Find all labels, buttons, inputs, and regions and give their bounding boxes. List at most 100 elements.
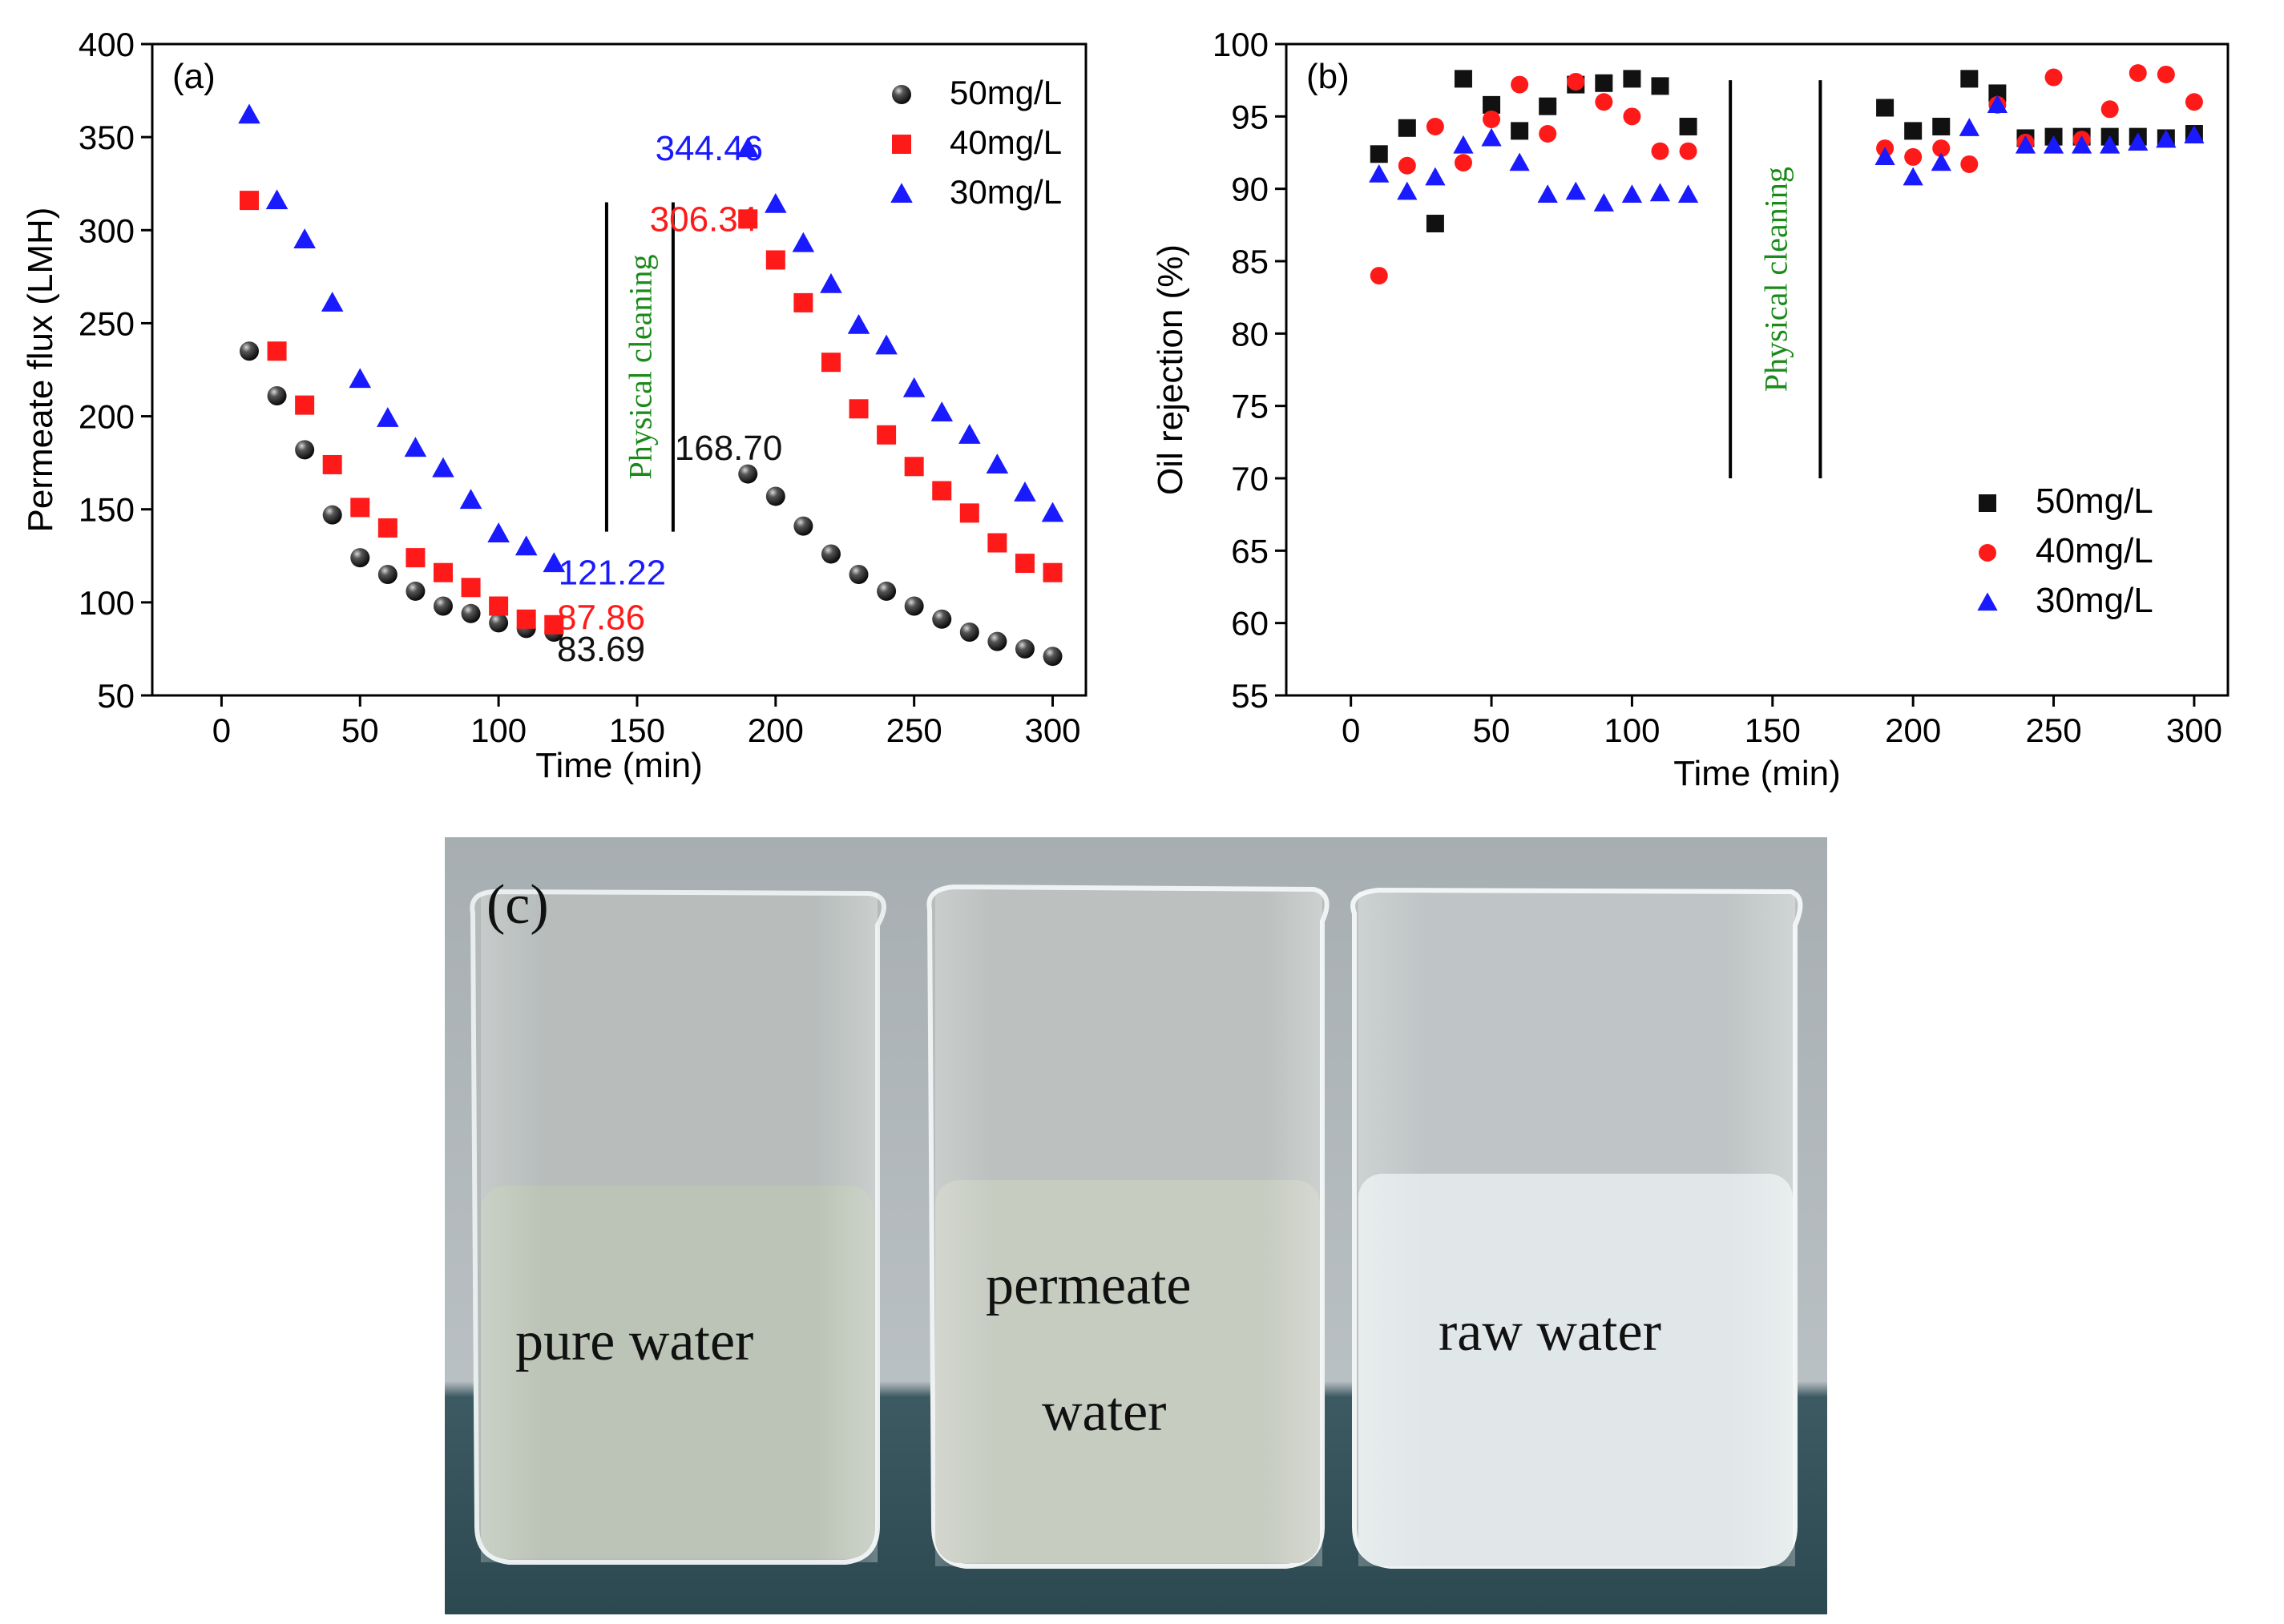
y-tick-label: 200 bbox=[79, 398, 135, 436]
y-tick-label: 70 bbox=[1231, 460, 1269, 498]
data-point bbox=[1595, 74, 1613, 92]
data-point bbox=[932, 609, 952, 629]
data-point bbox=[892, 85, 911, 104]
data-point bbox=[792, 232, 815, 252]
data-point bbox=[1651, 77, 1669, 95]
data-point bbox=[793, 516, 813, 536]
data-point bbox=[1370, 145, 1388, 163]
beaker-photo-drawing bbox=[445, 837, 1827, 1614]
y-axis-label: Oil rejection (%) bbox=[1151, 244, 1190, 495]
data-point bbox=[295, 395, 315, 415]
data-point bbox=[239, 191, 259, 211]
data-point bbox=[987, 533, 1007, 553]
x-tick-label: 0 bbox=[1342, 711, 1360, 749]
data-point bbox=[377, 518, 397, 538]
data-point bbox=[959, 623, 979, 643]
panel-label: (a) bbox=[172, 57, 216, 96]
data-point bbox=[959, 503, 979, 523]
x-tick-label: 250 bbox=[886, 711, 942, 749]
series-40mg/L bbox=[239, 191, 1063, 635]
data-point bbox=[1426, 117, 1444, 135]
data-point bbox=[2043, 135, 2064, 154]
panel-label: (b) bbox=[1306, 57, 1350, 96]
data-point bbox=[820, 272, 842, 293]
data-point bbox=[1932, 117, 1951, 135]
data-point bbox=[877, 581, 897, 601]
beaker-photo: (c) pure water permeate water raw water bbox=[445, 837, 1827, 1614]
data-point bbox=[1015, 639, 1035, 659]
data-point bbox=[516, 609, 536, 629]
data-point bbox=[1565, 181, 1586, 200]
legend: 50mg/L 40mg/L 30mg/L bbox=[890, 74, 1062, 211]
data-point bbox=[2156, 129, 2177, 148]
data-point bbox=[2157, 65, 2175, 83]
data-point bbox=[1014, 482, 1036, 502]
beaker-glare bbox=[481, 893, 878, 1562]
data-point bbox=[847, 313, 870, 334]
data-point bbox=[265, 189, 289, 210]
data-point bbox=[1481, 127, 1502, 147]
data-point bbox=[1649, 183, 1671, 202]
y-tick-label: 350 bbox=[79, 119, 135, 156]
legend-label: 40mg/L bbox=[950, 123, 1062, 161]
x-tick-label: 250 bbox=[2025, 711, 2081, 749]
data-point bbox=[1679, 117, 1697, 135]
data-point bbox=[295, 440, 315, 460]
data-point bbox=[2184, 125, 2205, 143]
data-point bbox=[1041, 502, 1064, 522]
data-point bbox=[904, 596, 924, 616]
y-tick-label: 65 bbox=[1231, 532, 1269, 570]
data-point bbox=[892, 135, 911, 154]
legend-label: 30mg/L bbox=[950, 173, 1062, 211]
data-point bbox=[350, 498, 370, 518]
data-point bbox=[2100, 100, 2119, 119]
x-tick-label: 50 bbox=[1473, 711, 1511, 749]
legend-label: 30mg/L bbox=[2036, 581, 2153, 620]
data-point bbox=[377, 407, 399, 427]
label-pure-water: pure water bbox=[515, 1311, 754, 1372]
x-tick-label: 100 bbox=[1604, 711, 1660, 749]
data-point bbox=[543, 552, 566, 573]
data-point bbox=[1509, 152, 1530, 171]
x-tick-label: 300 bbox=[2166, 711, 2222, 749]
data-point bbox=[2015, 135, 2036, 154]
data-point bbox=[433, 596, 453, 616]
beaker-permeate-water bbox=[926, 884, 1330, 1569]
data-point bbox=[904, 457, 924, 477]
data-point bbox=[1677, 184, 1699, 204]
data-point bbox=[238, 103, 260, 124]
data-point bbox=[1987, 95, 2008, 113]
data-point bbox=[404, 437, 427, 457]
y-tick-label: 95 bbox=[1231, 98, 1269, 135]
x-axis-label: Time (min) bbox=[1673, 754, 1841, 793]
data-point bbox=[544, 615, 564, 635]
data-point bbox=[1960, 155, 1979, 173]
data-point bbox=[821, 544, 841, 564]
data-point bbox=[2100, 135, 2121, 154]
data-point bbox=[1931, 152, 1951, 171]
data-point bbox=[930, 401, 954, 421]
label-permeate-line2: water bbox=[1042, 1381, 1167, 1443]
data-point bbox=[738, 464, 758, 484]
y-tick-label: 100 bbox=[1213, 26, 1269, 63]
y-tick-label: 300 bbox=[79, 212, 135, 249]
beaker-glare bbox=[1358, 892, 1795, 1566]
data-point bbox=[349, 368, 372, 389]
physical-cleaning-label: Physical cleaning bbox=[1757, 167, 1794, 392]
y-tick-label: 85 bbox=[1231, 243, 1269, 280]
data-point bbox=[1904, 122, 1923, 140]
data-point bbox=[2071, 135, 2092, 154]
data-point bbox=[461, 603, 481, 623]
data-point bbox=[406, 581, 426, 601]
data-point bbox=[293, 228, 316, 248]
data-point bbox=[1511, 75, 1529, 94]
data-point bbox=[849, 399, 869, 419]
data-point bbox=[1454, 154, 1472, 172]
data-point bbox=[1595, 93, 1613, 111]
data-point bbox=[350, 548, 370, 568]
data-point bbox=[765, 192, 787, 213]
data-point bbox=[932, 481, 952, 501]
data-point bbox=[821, 353, 841, 373]
y-tick-label: 75 bbox=[1231, 388, 1269, 425]
